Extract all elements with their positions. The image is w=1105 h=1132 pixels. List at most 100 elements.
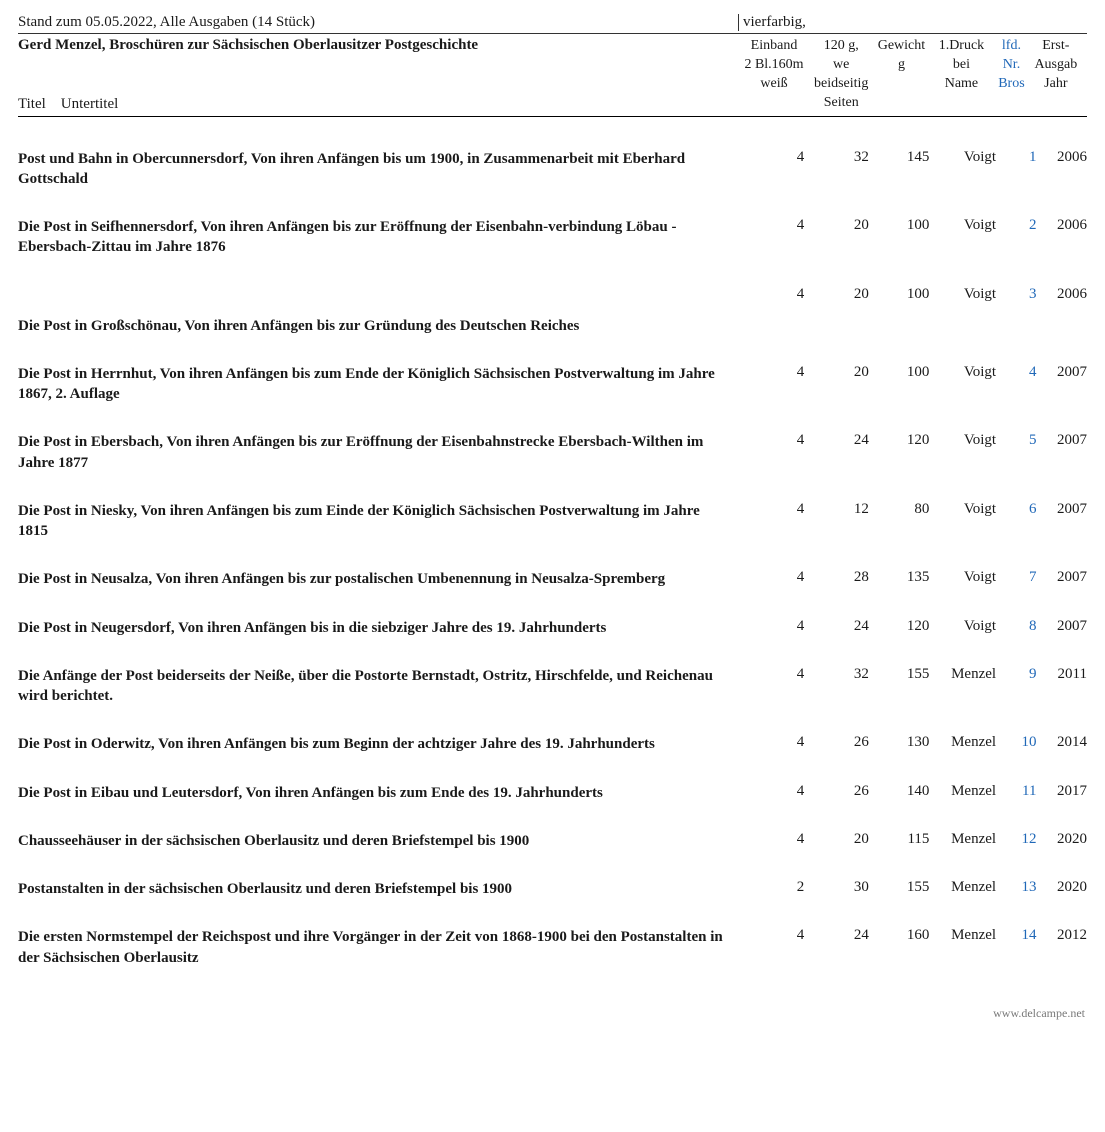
top-header-line: Stand zum 05.05.2022, Alle Ausgaben (14 … (18, 14, 1087, 34)
row-bl: 4 (745, 135, 818, 204)
col-header-seiten: 120 g, we beidseitig Seiten (810, 37, 872, 113)
table-row: Die Post in Herrnhut, Von ihren Anfängen… (18, 350, 1087, 419)
row-druckname: Menzel (937, 817, 1000, 865)
row-jahr: 2007 (1038, 487, 1087, 556)
table-row: Die ersten Normstempel der Reichspost un… (18, 913, 1087, 982)
row-lfdnr: 1 (1000, 135, 1038, 204)
row-jahr: 2006 (1038, 203, 1087, 272)
row-lfdnr: 3 (1000, 272, 1038, 350)
row-title: Chausseehäuser in der sächsischen Oberla… (18, 817, 745, 865)
row-jahr: 2011 (1038, 652, 1087, 721)
row-seiten: 30 (818, 865, 879, 913)
row-bl: 4 (745, 272, 818, 350)
table-row: Die Anfänge der Post beiderseits der Nei… (18, 652, 1087, 721)
table-row: Die Post in Eibau und Leutersdorf, Von i… (18, 769, 1087, 817)
row-druckname: Voigt (937, 487, 1000, 556)
row-seiten: 28 (818, 555, 879, 603)
row-seiten: 26 (818, 720, 879, 768)
column-header-titel: Titel Untertitel (18, 96, 738, 113)
label-titel: Titel (18, 96, 46, 112)
row-jahr: 2020 (1038, 817, 1087, 865)
col-header-gewicht: Gewicht g (872, 37, 930, 113)
row-title: Die Post in Ebersbach, Von ihren Anfänge… (18, 418, 745, 487)
row-gewicht: 145 (879, 135, 938, 204)
footer-watermark: www.delcampe.net (18, 1006, 1087, 1021)
row-gewicht: 130 (879, 720, 938, 768)
row-bl: 4 (745, 913, 818, 982)
row-druckname: Menzel (937, 769, 1000, 817)
row-bl: 4 (745, 555, 818, 603)
row-title: Die Post in Herrnhut, Von ihren Anfängen… (18, 350, 745, 419)
table-row: Die Post in Ebersbach, Von ihren Anfänge… (18, 418, 1087, 487)
row-gewicht: 160 (879, 913, 938, 982)
row-druckname: Voigt (937, 418, 1000, 487)
row-title: Die Post in Seifhennersdorf, Von ihren A… (18, 203, 745, 272)
row-bl: 4 (745, 652, 818, 721)
row-gewicht: 80 (879, 487, 938, 556)
row-bl: 4 (745, 604, 818, 652)
row-druckname: Voigt (937, 555, 1000, 603)
row-jahr: 2012 (1038, 913, 1087, 982)
row-bl: 4 (745, 487, 818, 556)
row-title: Postanstalten in der sächsischen Oberlau… (18, 865, 745, 913)
row-lfdnr: 7 (1000, 555, 1038, 603)
table-row: Die Post in Neugersdorf, Von ihren Anfän… (18, 604, 1087, 652)
row-gewicht: 100 (879, 203, 938, 272)
row-jahr: 2007 (1038, 418, 1087, 487)
row-seiten: 20 (818, 272, 879, 350)
table-row: Post und Bahn in Obercunnersdorf, Von ih… (18, 135, 1087, 204)
row-druckname: Voigt (937, 203, 1000, 272)
color-note: vierfarbig, (738, 14, 1087, 31)
row-title: Die Anfänge der Post beiderseits der Nei… (18, 652, 745, 721)
row-lfdnr: 5 (1000, 418, 1038, 487)
row-druckname: Voigt (937, 604, 1000, 652)
row-title: Post und Bahn in Obercunnersdorf, Von ih… (18, 135, 745, 204)
row-title: Die Post in Neugersdorf, Von ihren Anfän… (18, 604, 745, 652)
row-gewicht: 155 (879, 652, 938, 721)
row-title: Die Post in Niesky, Von ihren Anfängen b… (18, 487, 745, 556)
row-lfdnr: 9 (1000, 652, 1038, 721)
row-seiten: 26 (818, 769, 879, 817)
row-lfdnr: 11 (1000, 769, 1038, 817)
document-title: Gerd Menzel, Broschüren zur Sächsischen … (18, 37, 738, 54)
row-bl: 4 (745, 203, 818, 272)
row-title: Die Post in Oderwitz, Von ihren Anfängen… (18, 720, 745, 768)
row-title: Die ersten Normstempel der Reichspost un… (18, 913, 745, 982)
row-lfdnr: 2 (1000, 203, 1038, 272)
row-lfdnr: 4 (1000, 350, 1038, 419)
row-bl: 2 (745, 865, 818, 913)
brochure-table: Post und Bahn in Obercunnersdorf, Von ih… (18, 135, 1087, 982)
row-gewicht: 135 (879, 555, 938, 603)
label-untertitel: Untertitel (61, 96, 118, 112)
row-jahr: 2014 (1038, 720, 1087, 768)
row-bl: 4 (745, 720, 818, 768)
table-row: Die Post in Seifhennersdorf, Von ihren A… (18, 203, 1087, 272)
row-druckname: Menzel (937, 913, 1000, 982)
row-gewicht: 100 (879, 272, 938, 350)
row-seiten: 24 (818, 418, 879, 487)
row-title: Die Post in Eibau und Leutersdorf, Von i… (18, 769, 745, 817)
row-seiten: 12 (818, 487, 879, 556)
row-bl: 4 (745, 418, 818, 487)
row-gewicht: 100 (879, 350, 938, 419)
row-druckname: Menzel (937, 720, 1000, 768)
row-title: Die Post in Neusalza, Von ihren Anfängen… (18, 555, 745, 603)
row-gewicht: 140 (879, 769, 938, 817)
row-bl: 4 (745, 350, 818, 419)
table-row: Die Post in Oderwitz, Von ihren Anfängen… (18, 720, 1087, 768)
row-jahr: 2020 (1038, 865, 1087, 913)
row-jahr: 2017 (1038, 769, 1087, 817)
row-lfdnr: 8 (1000, 604, 1038, 652)
row-jahr: 2006 (1038, 272, 1087, 350)
row-druckname: Voigt (937, 350, 1000, 419)
col-header-jahr: Erst- Ausgab Jahr (1030, 37, 1081, 113)
row-lfdnr: 6 (1000, 487, 1038, 556)
row-seiten: 24 (818, 604, 879, 652)
row-jahr: 2006 (1038, 135, 1087, 204)
row-druckname: Voigt (937, 135, 1000, 204)
row-gewicht: 120 (879, 604, 938, 652)
table-header: Gerd Menzel, Broschüren zur Sächsischen … (18, 34, 1087, 117)
row-seiten: 32 (818, 135, 879, 204)
row-lfdnr: 12 (1000, 817, 1038, 865)
row-lfdnr: 13 (1000, 865, 1038, 913)
